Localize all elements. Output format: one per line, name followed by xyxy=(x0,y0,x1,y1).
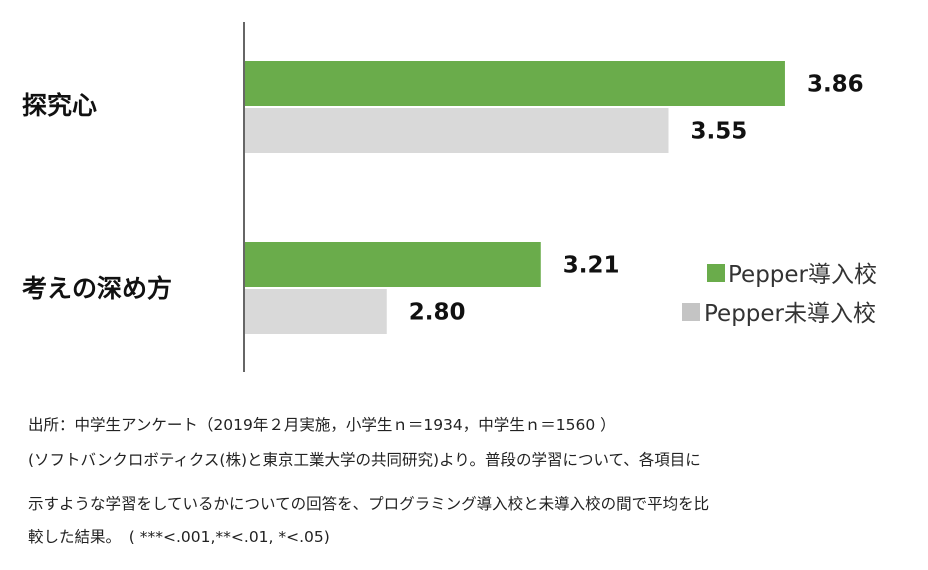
category-label-1: 考えの深め方 xyxy=(22,274,172,303)
bar-chart: 探究心 考えの深め方 3.86 3.55 3.21 2.80 Pepper導入校… xyxy=(22,22,877,372)
source-note-line-2: (ソフトバンクロボティクス(株)と東京工業大学の共同研究)より。普段の学習につい… xyxy=(28,451,701,469)
bar-s0-c1 xyxy=(245,242,541,287)
bar-s1-c0 xyxy=(245,108,669,153)
legend-label-not-introduced: Pepper未導入校 xyxy=(704,301,876,327)
value-label-s0-c1: 3.21 xyxy=(563,253,620,279)
source-note-line-4: 較した結果。 ( ***<.001,**<.01, *<.05) xyxy=(28,528,330,546)
legend-label-introduced: Pepper導入校 xyxy=(728,262,877,288)
bar-s0-c0 xyxy=(245,61,785,106)
source-note-line-1: 出所：中学生アンケート（2019年２月実施，小学生ｎ＝1934，中学生ｎ＝156… xyxy=(28,416,616,434)
bar-s1-c1 xyxy=(245,289,387,334)
value-label-s0-c0: 3.86 xyxy=(807,72,864,98)
value-label-s1-c0: 3.55 xyxy=(690,119,747,145)
source-note-line-3: 示すような学習をしているかについての回答を、プログラミング導入校と未導入校の間で… xyxy=(28,495,710,513)
legend-swatch-not-introduced xyxy=(682,303,700,321)
legend-swatch-introduced xyxy=(707,264,725,282)
category-label-0: 探究心 xyxy=(22,91,97,120)
value-label-s1-c1: 2.80 xyxy=(409,300,466,326)
